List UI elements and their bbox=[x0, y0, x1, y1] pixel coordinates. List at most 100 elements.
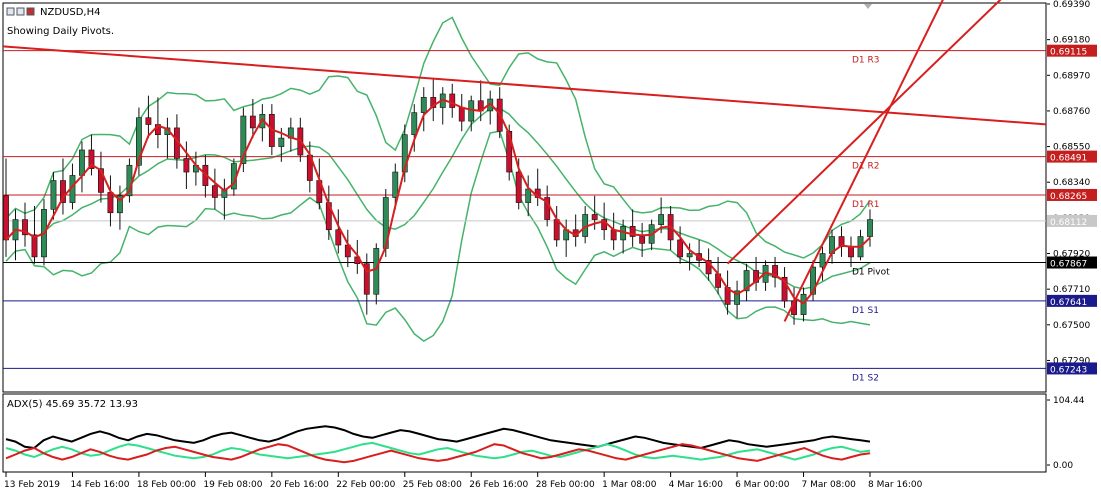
axes: 0.69390 0.69180 0.68970 0.68760 0.68550 0.683… bbox=[4, 0, 1090, 490]
candle bbox=[88, 134, 95, 176]
adx-axis-label: 104.44 bbox=[1053, 396, 1085, 406]
candle-body bbox=[249, 115, 256, 129]
candle-body bbox=[458, 107, 465, 122]
chart-window-icon-3 bbox=[26, 7, 35, 16]
adx-main-line bbox=[5, 425, 871, 450]
candle bbox=[392, 163, 399, 210]
candle-body bbox=[506, 131, 513, 173]
candle-body bbox=[145, 117, 152, 125]
candle-body bbox=[183, 158, 190, 173]
candle bbox=[31, 205, 38, 264]
time-tick-label: 7 Mar 08:00 bbox=[802, 480, 857, 490]
candle bbox=[22, 202, 28, 247]
candle bbox=[3, 158, 9, 257]
candle-body bbox=[88, 149, 95, 169]
adx-indicator bbox=[5, 425, 871, 464]
time-tick-label: 28 Feb 00:00 bbox=[536, 480, 595, 490]
price-tick-label: 0.67710 bbox=[1053, 285, 1090, 295]
candle-body bbox=[848, 246, 854, 258]
candle-body bbox=[117, 195, 123, 214]
candle bbox=[183, 141, 190, 190]
current-price-tag bbox=[1047, 214, 1097, 227]
pivots-subtitle: Showing Daily Pivots. bbox=[7, 26, 114, 37]
price-tick-label: 0.67920 bbox=[1053, 250, 1090, 260]
level-price-value: 0.68265 bbox=[1050, 192, 1087, 202]
candle bbox=[98, 151, 104, 203]
adx-axis-label: 0.00 bbox=[1053, 461, 1073, 471]
price-tick-label: 0.69390 bbox=[1053, 0, 1090, 10]
level-price-tag bbox=[1047, 256, 1097, 269]
candle bbox=[743, 263, 750, 302]
candle bbox=[50, 172, 57, 220]
time-tick-label: 20 Feb 16:00 bbox=[270, 480, 329, 490]
candle bbox=[867, 209, 873, 247]
candle-body bbox=[639, 236, 646, 244]
candle bbox=[629, 209, 636, 247]
candle-body bbox=[79, 149, 85, 176]
candle bbox=[639, 222, 646, 257]
candle bbox=[335, 209, 342, 254]
level-name-label: D1 R2 bbox=[852, 162, 880, 172]
bollinger-bands bbox=[5, 16, 871, 343]
candle bbox=[411, 104, 418, 152]
trendlines bbox=[2, 0, 1047, 322]
bollinger-lower-band bbox=[5, 130, 871, 343]
candle-body bbox=[743, 270, 750, 292]
candle-body bbox=[3, 195, 9, 241]
level-price-value: 0.69115 bbox=[1050, 48, 1087, 58]
candle-body bbox=[22, 219, 28, 236]
symbol-header: NZDUSD,H4 Showing Daily Pivots. bbox=[6, 7, 114, 37]
candle-body bbox=[392, 171, 399, 198]
candle bbox=[363, 253, 370, 315]
candle-body bbox=[591, 214, 598, 220]
time-tick-label: 25 Feb 08:00 bbox=[403, 480, 462, 490]
candle bbox=[117, 185, 123, 230]
price-tick-label: 0.68760 bbox=[1053, 107, 1090, 117]
candle bbox=[810, 260, 816, 302]
price-tick-label: 0.68970 bbox=[1053, 71, 1090, 81]
candle-body bbox=[515, 171, 522, 203]
candle bbox=[240, 107, 247, 173]
moving-average-line bbox=[5, 98, 871, 305]
candle bbox=[136, 107, 142, 176]
time-tick-label: 1 Mar 08:00 bbox=[602, 480, 657, 490]
candle-body bbox=[677, 239, 684, 258]
candle bbox=[420, 87, 427, 132]
candle-body bbox=[430, 97, 437, 108]
candle bbox=[677, 226, 684, 264]
level-price-tag bbox=[1047, 150, 1097, 163]
candle bbox=[781, 267, 788, 308]
symbol-label: NZDUSD,H4 bbox=[40, 7, 100, 18]
candle-body bbox=[136, 117, 142, 166]
candle-body bbox=[240, 115, 247, 164]
level-price-tag bbox=[1047, 44, 1097, 57]
chart-window-icon bbox=[6, 7, 15, 16]
level-name-label: D1 S1 bbox=[852, 306, 879, 316]
trendline bbox=[2, 45, 1047, 126]
candle bbox=[819, 246, 826, 281]
level-price-labels: 0.69115 0.68491 0.68265 0.67867 0.67641 0.672… bbox=[1047, 44, 1097, 375]
candlesticks bbox=[3, 78, 873, 325]
time-tick-label: 6 Mar 00:00 bbox=[735, 480, 790, 490]
candle-body bbox=[658, 214, 665, 225]
adx-title: ADX(5) 45.69 35.72 13.93 bbox=[7, 399, 138, 410]
candle-body bbox=[60, 180, 66, 203]
candle-body bbox=[772, 265, 778, 278]
time-tick-label: 26 Feb 16:00 bbox=[469, 480, 528, 490]
candle-body bbox=[734, 290, 740, 305]
price-tick-label: 0.67500 bbox=[1053, 321, 1090, 331]
chart-shift-marker-icon[interactable] bbox=[864, 4, 872, 9]
level-price-tag bbox=[1047, 188, 1097, 201]
candle bbox=[211, 168, 218, 210]
candle-body bbox=[449, 93, 456, 108]
price-tick-label: 0.68550 bbox=[1053, 143, 1090, 153]
candle-body bbox=[411, 112, 418, 135]
price-tick-label: 0.69180 bbox=[1053, 36, 1090, 46]
price-tick-label: 0.67290 bbox=[1053, 356, 1090, 366]
candle-body bbox=[781, 276, 788, 302]
level-price-tag bbox=[1047, 294, 1097, 307]
candle bbox=[449, 83, 456, 118]
candle-body bbox=[420, 97, 427, 113]
